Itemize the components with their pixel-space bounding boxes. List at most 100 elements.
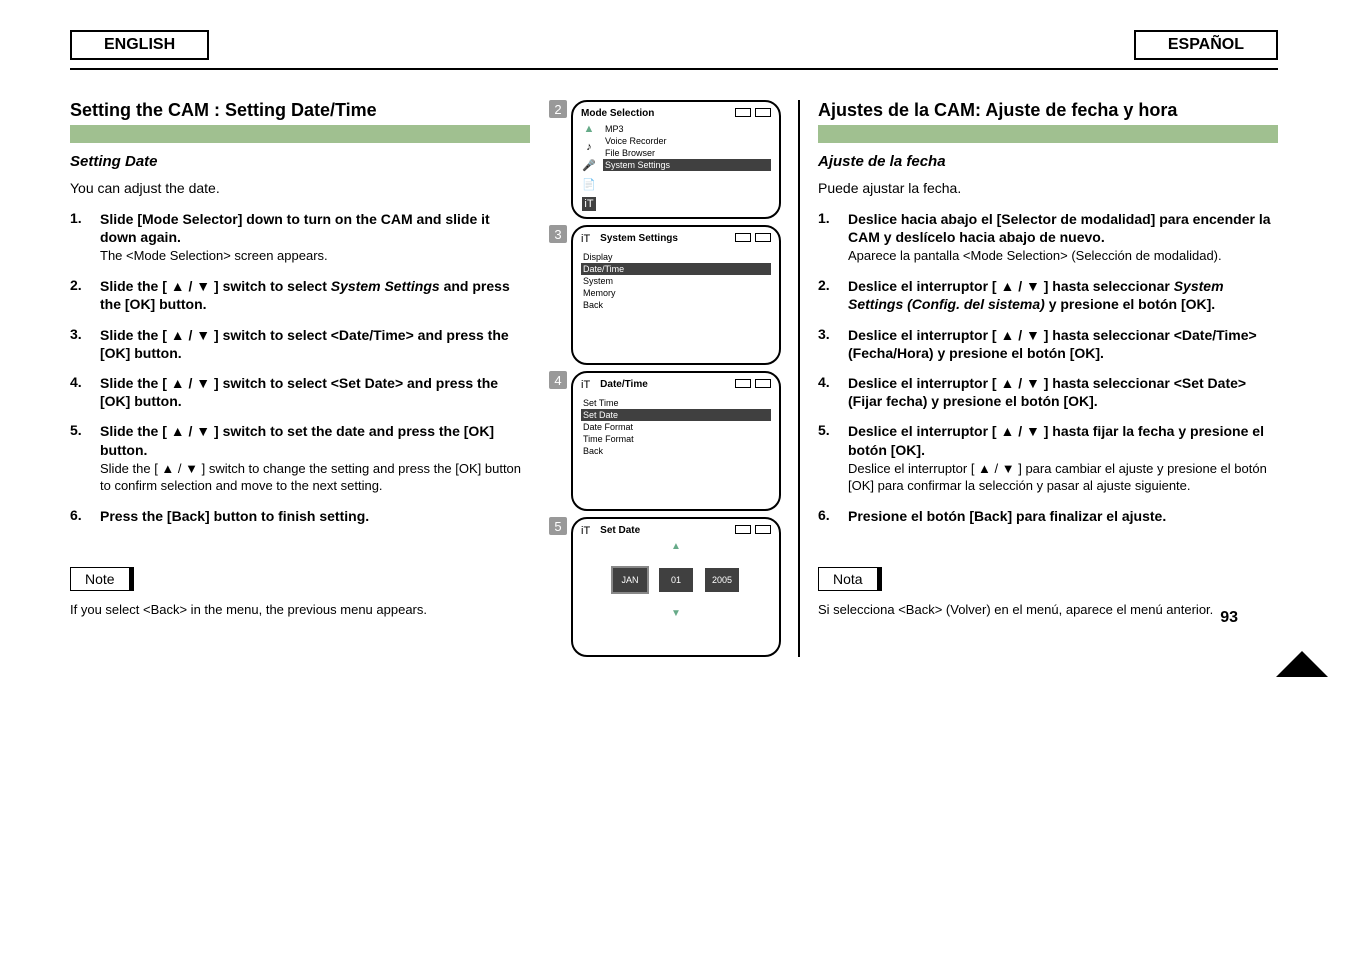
screen-wrap-3: 3 iTSystem Settings Display Date/Time Sy… — [549, 225, 781, 365]
step-title: Deslice el interruptor [ ▲ / ▼ ] hasta s… — [848, 374, 1278, 410]
column-right: Ajustes de la CAM: Ajuste de fecha y hor… — [808, 100, 1278, 657]
screen-5: iT Set Date ▲ JAN 01 2005 ▼ — [571, 517, 781, 657]
battery-icon — [755, 525, 771, 534]
up-arrow-icon: ▲ — [581, 541, 771, 552]
set-date-body: ▲ JAN 01 2005 ▼ — [581, 541, 771, 619]
step-num: 6. — [70, 507, 88, 525]
intro-right: Puede ajustar la fecha. — [818, 180, 1278, 196]
steps-left: 1. Slide [Mode Selector] down to turn on … — [70, 210, 530, 525]
screen-label-3: 3 — [549, 225, 567, 243]
file-icon: 📄 — [582, 178, 596, 191]
menu-item: Display — [581, 251, 771, 263]
battery-icon — [755, 233, 771, 242]
screen-label-4: 4 — [549, 371, 567, 389]
step-num: 5. — [818, 422, 836, 494]
horizontal-divider — [70, 68, 1278, 70]
screen-label-5: 5 — [549, 517, 567, 535]
step-sub: The <Mode Selection> screen appears. — [100, 248, 530, 265]
menu-item-active: Date/Time — [581, 263, 771, 275]
menu-item: Back — [581, 445, 771, 457]
settings-icon: iT — [581, 525, 590, 537]
step-title: Slide the [ ▲ / ▼ ] switch to select Sys… — [100, 277, 530, 313]
screen-wrap-4: 4 iTDate/Time Set Time Set Date Date For… — [549, 371, 781, 511]
date-seg-year: 2005 — [705, 568, 739, 592]
manual-page: ENGLISH ESPAÑOL Setting the CAM : Settin… — [0, 0, 1348, 687]
menu-item-active: System Settings — [603, 159, 771, 171]
note-label-left: Note — [70, 567, 134, 591]
note-text-right: Si selecciona <Back> (Volver) en el menú… — [818, 601, 1278, 619]
music-icon: ♪ — [586, 141, 592, 153]
title-s5: Set Date — [600, 525, 640, 537]
columns: Setting the CAM : Setting Date/Time Sett… — [70, 100, 1278, 657]
column-center: 2 Mode Selection ▲ ♪ 🎤 📄 iT — [540, 100, 790, 657]
step-num: 1. — [818, 210, 836, 265]
menu-item: Date Format — [581, 421, 771, 433]
battery-icon — [755, 108, 771, 117]
up-arrow-icon: ▲ — [584, 123, 595, 135]
step-num: 2. — [818, 277, 836, 313]
step-sub: Deslice el interruptor [ ▲ / ▼ ] para ca… — [848, 461, 1278, 495]
page-corner-triangle-icon — [1276, 651, 1328, 677]
step-num: 4. — [70, 374, 88, 410]
steps-right: 1. Deslice hacia abajo el [Selector de mo… — [818, 210, 1278, 525]
note-text-left: If you select <Back> in the menu, the pr… — [70, 601, 530, 619]
screen-3: iTSystem Settings Display Date/Time Syst… — [571, 225, 781, 365]
mic-icon: 🎤 — [582, 159, 596, 172]
screen-label-2: 2 — [549, 100, 567, 118]
step-title: Deslice hacia abajo el [Selector de moda… — [848, 210, 1278, 246]
menu-col: MP3 Voice Recorder File Browser System S… — [603, 123, 771, 211]
vertical-separator — [798, 100, 800, 657]
screen-wrap-5: 5 iT Set Date ▲ JAN 01 2005 ▼ — [549, 517, 781, 657]
menu-item: Back — [581, 299, 771, 311]
step-title: Deslice el interruptor [ ▲ / ▼ ] hasta s… — [848, 277, 1278, 313]
step-title: Press the [Back] button to finish settin… — [100, 507, 530, 525]
menu-item: Set Time — [581, 397, 771, 409]
column-left: Setting the CAM : Setting Date/Time Sett… — [70, 100, 540, 657]
step-num: 3. — [70, 326, 88, 362]
title-s3: System Settings — [600, 233, 678, 245]
icon-col: ▲ ♪ 🎤 📄 iT — [581, 123, 597, 211]
step-title: Slide [Mode Selector] down to turn on th… — [100, 210, 530, 246]
date-seg-day: 01 — [659, 568, 693, 592]
menu-item-active: Set Date — [581, 409, 771, 421]
card-icon — [735, 233, 751, 242]
step-sub: Aparece la pantalla <Mode Selection> (Se… — [848, 248, 1278, 265]
section-header-right: Ajustes de la CAM: Ajuste de fecha y hor… — [818, 100, 1278, 121]
subsection-right: Ajuste de la fecha — [818, 153, 1278, 170]
step-num: 1. — [70, 210, 88, 265]
intro-left: You can adjust the date. — [70, 180, 530, 196]
menu-item: File Browser — [603, 147, 771, 159]
step-title: Deslice el interruptor [ ▲ / ▼ ] hasta s… — [848, 326, 1278, 362]
subsection-left: Setting Date — [70, 153, 530, 170]
screen-2: Mode Selection ▲ ♪ 🎤 📄 iT MP3 — [571, 100, 781, 219]
accent-bar-left — [70, 125, 530, 143]
step-title: Slide the [ ▲ / ▼ ] switch to set the da… — [100, 422, 530, 458]
settings-icon: iT — [582, 197, 595, 211]
card-icon — [735, 525, 751, 534]
title-s4: Date/Time — [600, 379, 648, 391]
step-num: 2. — [70, 277, 88, 313]
lang-left-box: ENGLISH — [70, 30, 209, 60]
date-row: JAN 01 2005 — [581, 552, 771, 608]
header-row: ENGLISH ESPAÑOL — [70, 30, 1278, 60]
step-num: 3. — [818, 326, 836, 362]
step-num: 5. — [70, 422, 88, 494]
accent-bar-right — [818, 125, 1278, 143]
menu-item: System — [581, 275, 771, 287]
step-title: Slide the [ ▲ / ▼ ] switch to select <Se… — [100, 374, 530, 410]
step-num: 4. — [818, 374, 836, 410]
menu-col: Display Date/Time System Memory Back — [581, 249, 771, 311]
step-title: Slide the [ ▲ / ▼ ] switch to select <Da… — [100, 326, 530, 362]
card-icon — [735, 108, 751, 117]
date-seg-month: JAN — [613, 568, 647, 592]
title-s2: Mode Selection — [581, 108, 654, 119]
down-arrow-icon: ▼ — [581, 608, 771, 619]
menu-item: Time Format — [581, 433, 771, 445]
menu-item: Voice Recorder — [603, 135, 771, 147]
note-label-right: Nota — [818, 567, 882, 591]
step-title: Presione el botón [Back] para finalizar … — [848, 507, 1278, 525]
step-title: Deslice el interruptor [ ▲ / ▼ ] hasta f… — [848, 422, 1278, 458]
step-sub: Slide the [ ▲ / ▼ ] switch to change the… — [100, 461, 530, 495]
screen-wrap-2: 2 Mode Selection ▲ ♪ 🎤 📄 iT — [549, 100, 781, 219]
battery-icon — [755, 379, 771, 388]
